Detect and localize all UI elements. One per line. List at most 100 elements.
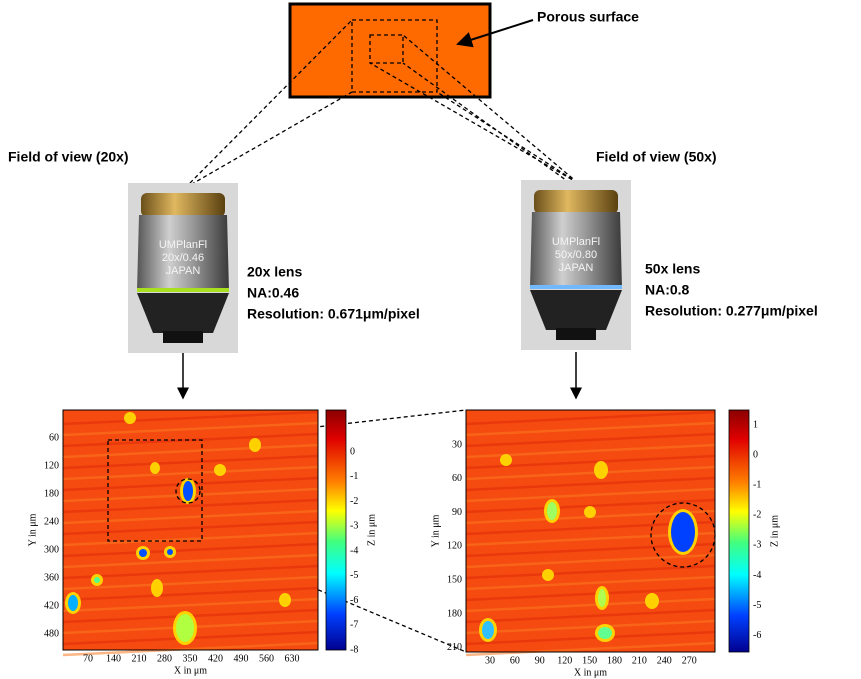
pore [648, 596, 656, 606]
lens-spec: 20x lens [247, 264, 302, 280]
lens-spec: Resolution: 0.671μm/pixel [247, 306, 420, 322]
y-axis-label: Y in μm [430, 514, 441, 547]
pore [671, 512, 695, 552]
pore [598, 589, 606, 607]
pore [176, 614, 194, 642]
colorbar-tick-label: -6 [350, 595, 358, 606]
colorbar-tick-label: -2 [753, 510, 761, 521]
x-tick-label: 420 [208, 653, 223, 664]
colorbar-tick-label: -2 [350, 496, 358, 507]
pore [139, 549, 147, 557]
pore [282, 596, 288, 604]
colorbar-tick-label: -7 [350, 620, 358, 631]
pore [482, 621, 494, 639]
x-tick-label: 560 [259, 653, 274, 664]
colorbar-label: Z in μm [366, 514, 377, 546]
colorbar-tick-label: -5 [350, 570, 358, 581]
pore [154, 582, 160, 594]
x-tick-label: 630 [285, 653, 300, 664]
colorbar-tick-label: -8 [350, 644, 358, 655]
lens-ring [137, 288, 229, 292]
y-tick-label: 360 [44, 572, 59, 583]
x-tick-label: 240 [657, 655, 672, 666]
y-tick-label: 90 [452, 507, 462, 518]
colorbar-tick-label: 0 [753, 449, 758, 460]
pore [68, 595, 78, 611]
colorbar [729, 410, 749, 652]
surface-label: Porous surface [537, 9, 639, 25]
y-tick-label: 60 [452, 473, 462, 484]
lens-nose [163, 331, 203, 343]
x-tick-label: 350 [183, 653, 198, 664]
pore [94, 577, 100, 583]
lens-thread [141, 193, 225, 217]
x-tick-label: 120 [557, 655, 572, 666]
x-axis-label: X in μm [174, 665, 207, 676]
lens-thread [534, 190, 618, 214]
pore [127, 415, 133, 421]
colorbar-tick-label: -6 [753, 630, 761, 641]
pore [545, 572, 551, 578]
pore [217, 467, 223, 473]
colorbar-tick-label: -4 [350, 545, 358, 556]
x-tick-label: 90 [535, 655, 545, 666]
lens-engraving: UMPlanFl [159, 239, 207, 251]
diagram: Porous surface Field of view (20x) UMPlan… [0, 0, 861, 679]
y-tick-label: 180 [44, 488, 59, 499]
colorbar-tick-label: -1 [350, 471, 358, 482]
lens-nose [556, 328, 596, 340]
lens-engraving: 50x/0.80 [555, 249, 597, 261]
y-tick-label: 300 [44, 544, 59, 555]
lens-tip [530, 290, 622, 330]
colorbar [326, 410, 346, 650]
lens-engraving: 20x/0.46 [162, 252, 204, 264]
colorbar-label: Z in μm [769, 515, 780, 547]
field-of-view-label: Field of view (20x) [8, 149, 129, 165]
y-tick-label: 180 [447, 608, 462, 619]
x-tick-label: 180 [607, 655, 622, 666]
colorbar-tick-label: -4 [753, 570, 761, 581]
colorbar-tick-label: -3 [350, 521, 358, 532]
x-tick-label: 140 [106, 653, 121, 664]
x-tick-label: 150 [582, 655, 597, 666]
lens-spec: Resolution: 0.277μm/pixel [645, 303, 818, 319]
y-tick-label: 150 [447, 574, 462, 585]
pore [503, 457, 509, 463]
lens-engraving: JAPAN [559, 262, 594, 274]
x-tick-label: 30 [485, 655, 495, 666]
colorbar-tick-label: -1 [753, 479, 761, 490]
y-tick-label: 120 [447, 541, 462, 552]
pore [597, 464, 605, 476]
lens-spec: NA:0.8 [645, 282, 690, 298]
lens-spec: NA:0.46 [247, 285, 299, 301]
pore [252, 441, 258, 449]
lens-engraving: UMPlanFl [552, 236, 600, 248]
colorbar-tick-label: -5 [753, 600, 761, 611]
pore [153, 465, 157, 471]
pore [598, 627, 612, 639]
y-tick-label: 420 [44, 600, 59, 611]
x-tick-label: 70 [83, 653, 93, 664]
lens-spec: 50x lens [645, 261, 700, 277]
y-tick-label: 480 [44, 628, 59, 639]
colorbar-tick-label: 1 [753, 419, 758, 430]
pore [183, 481, 193, 501]
x-tick-label: 210 [632, 655, 647, 666]
x-tick-label: 280 [157, 653, 172, 664]
pore [547, 502, 557, 520]
pore [587, 509, 593, 515]
lens-engraving: JAPAN [166, 265, 201, 277]
y-axis-label: Y in μm [27, 513, 38, 546]
x-tick-label: 270 [682, 655, 697, 666]
lens-ring [530, 285, 622, 289]
y-tick-label: 30 [452, 439, 462, 450]
colorbar-tick-label: 0 [350, 446, 355, 457]
y-tick-label: 210 [447, 642, 462, 653]
lens-tip [137, 293, 229, 333]
x-tick-label: 490 [234, 653, 249, 664]
y-tick-label: 120 [44, 460, 59, 471]
pore [167, 549, 173, 555]
x-tick-label: 210 [132, 653, 147, 664]
colorbar-tick-label: -3 [753, 540, 761, 551]
field-of-view-label: Field of view (50x) [596, 149, 717, 165]
